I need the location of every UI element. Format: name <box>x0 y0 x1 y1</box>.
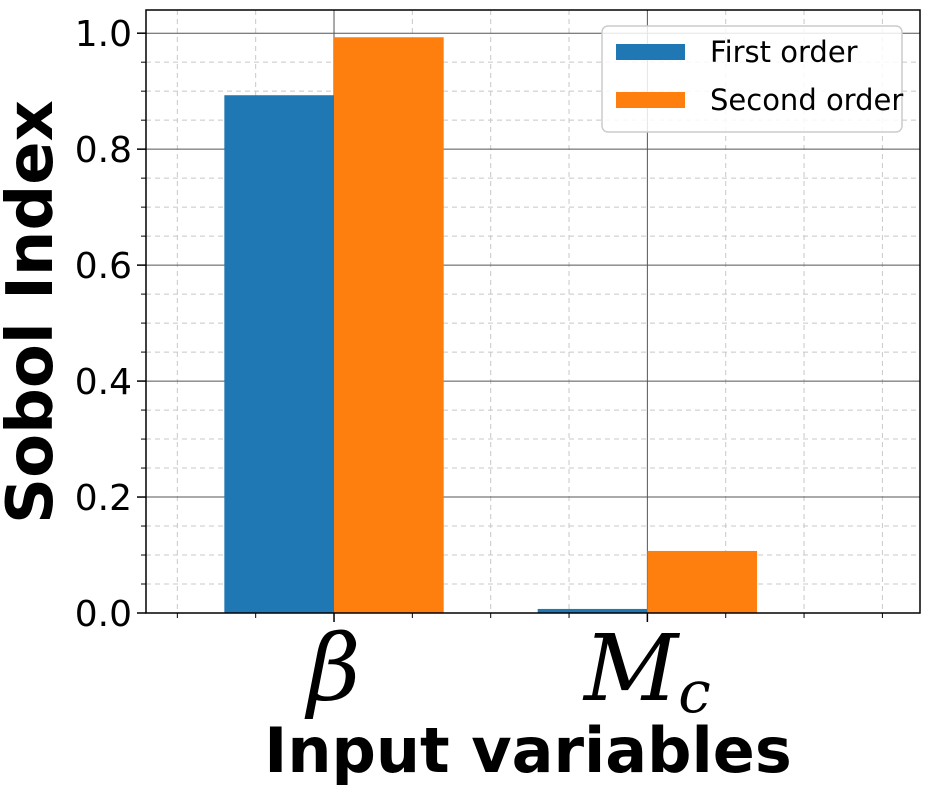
y-axis-label: Sobol Index <box>0 100 68 524</box>
legend-swatch <box>616 92 685 108</box>
legend-label: First order <box>710 35 858 69</box>
y-tick-labels: 0.0 0.2 0.4 0.6 0.8 1.0 <box>75 14 132 635</box>
axis-ticks <box>137 32 883 622</box>
x-tick-label: Mc <box>582 615 711 726</box>
bar-first-order-0 <box>224 95 335 613</box>
x-axis-label: Input variables <box>264 714 791 787</box>
y-tick-label: 0.4 <box>75 362 132 403</box>
bar-second-order-0 <box>334 37 444 613</box>
x-tick-label-subscript: c <box>678 658 710 726</box>
plot-frame <box>145 9 921 614</box>
x-tick-label: β <box>304 615 360 722</box>
y-tick-label: 0.8 <box>75 130 132 171</box>
bar-first-order-1 <box>537 608 648 613</box>
x-tick-labels: β Mc <box>304 615 710 726</box>
legend: First order Second order <box>601 25 903 133</box>
legend-label: Second order <box>710 83 903 117</box>
bar-second-order-1 <box>647 550 758 613</box>
legend-swatch <box>616 44 685 60</box>
y-tick-label: 0.0 <box>75 594 132 635</box>
y-tick-label: 0.6 <box>75 246 132 287</box>
y-tick-label: 1.0 <box>75 14 132 55</box>
bars <box>224 37 758 613</box>
y-tick-label: 0.2 <box>75 478 132 519</box>
